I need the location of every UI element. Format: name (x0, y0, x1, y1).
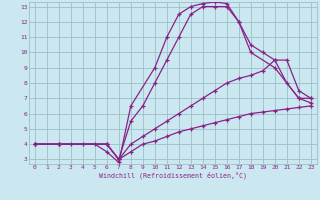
X-axis label: Windchill (Refroidissement éolien,°C): Windchill (Refroidissement éolien,°C) (99, 172, 247, 179)
